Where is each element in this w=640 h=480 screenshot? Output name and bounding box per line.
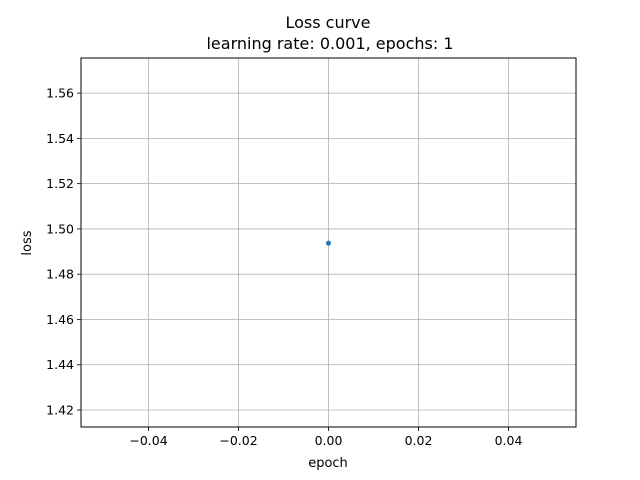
data-point [326, 240, 331, 246]
x-tick-label: 0.04 [495, 433, 523, 448]
y-tick-label: 1.48 [46, 267, 74, 282]
x-tick-label: 0.02 [405, 433, 433, 448]
x-tick-label: 0.00 [315, 433, 343, 448]
chart-title: Loss curve [285, 13, 370, 32]
x-axis-ticks: −0.04 −0.02 0.00 0.02 0.04 [129, 427, 522, 448]
chart-subtitle: learning rate: 0.001, epochs: 1 [206, 34, 453, 53]
x-axis-label: epoch [308, 456, 348, 471]
y-tick-label: 1.50 [46, 221, 74, 236]
x-tick-label: −0.04 [129, 433, 167, 448]
grid [81, 58, 576, 427]
y-tick-label: 1.42 [46, 403, 74, 418]
y-tick-label: 1.54 [46, 131, 74, 146]
data-points [326, 240, 331, 246]
y-tick-label: 1.44 [46, 357, 74, 372]
y-tick-label: 1.56 [46, 86, 74, 101]
y-axis-ticks: 1.42 1.44 1.46 1.48 1.50 1.52 1.54 1.56 [46, 86, 81, 418]
y-tick-label: 1.52 [46, 176, 74, 191]
y-axis-label: loss [20, 230, 35, 255]
plot-frame [80, 57, 577, 428]
x-tick-label: −0.02 [219, 433, 257, 448]
y-tick-label: 1.46 [46, 312, 74, 327]
